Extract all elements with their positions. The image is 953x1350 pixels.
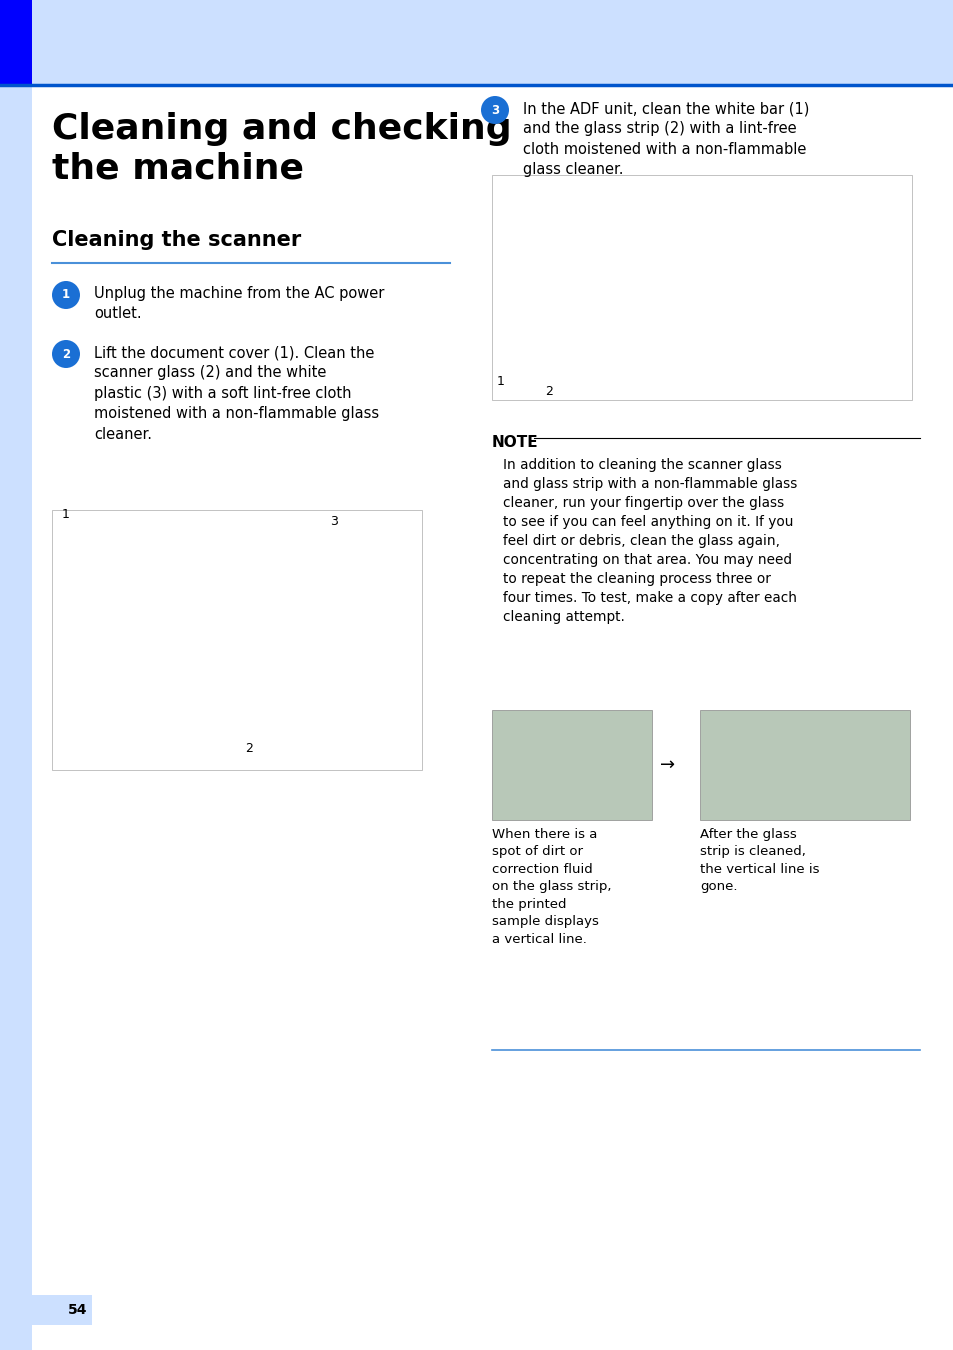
FancyBboxPatch shape xyxy=(492,176,911,400)
FancyBboxPatch shape xyxy=(0,85,32,1350)
Text: When there is a
spot of dirt or
correction fluid
on the glass strip,
the printed: When there is a spot of dirt or correcti… xyxy=(492,828,611,946)
Text: NOTE: NOTE xyxy=(492,435,538,450)
Text: 3: 3 xyxy=(330,514,337,528)
Ellipse shape xyxy=(480,96,509,124)
Text: 2: 2 xyxy=(544,385,553,398)
Ellipse shape xyxy=(52,340,80,369)
Text: →: → xyxy=(659,756,675,774)
FancyBboxPatch shape xyxy=(0,1295,91,1324)
Text: Lift the document cover (1). Clean the
scanner glass (2) and the white
plastic (: Lift the document cover (1). Clean the s… xyxy=(94,346,378,441)
FancyBboxPatch shape xyxy=(700,710,909,819)
Text: 1: 1 xyxy=(62,508,70,521)
Text: 1: 1 xyxy=(62,289,70,301)
FancyBboxPatch shape xyxy=(0,0,953,85)
FancyBboxPatch shape xyxy=(52,510,421,770)
Text: Cleaning the scanner: Cleaning the scanner xyxy=(52,230,301,250)
FancyBboxPatch shape xyxy=(0,0,32,1350)
Text: 2: 2 xyxy=(62,347,70,360)
Ellipse shape xyxy=(52,281,80,309)
Text: 2: 2 xyxy=(245,743,253,755)
Text: In the ADF unit, clean the white bar (1)
and the glass strip (2) with a lint-fre: In the ADF unit, clean the white bar (1)… xyxy=(522,101,808,177)
Text: 3: 3 xyxy=(491,104,498,116)
Text: Cleaning and checking
the machine: Cleaning and checking the machine xyxy=(52,112,511,185)
Text: After the glass
strip is cleaned,
the vertical line is
gone.: After the glass strip is cleaned, the ve… xyxy=(700,828,819,894)
Text: Unplug the machine from the AC power
outlet.: Unplug the machine from the AC power out… xyxy=(94,286,384,321)
Text: 1: 1 xyxy=(497,375,504,387)
Text: In addition to cleaning the scanner glass
and glass strip with a non-flammable g: In addition to cleaning the scanner glas… xyxy=(502,458,797,624)
FancyBboxPatch shape xyxy=(492,710,651,819)
Text: 54: 54 xyxy=(68,1303,88,1318)
